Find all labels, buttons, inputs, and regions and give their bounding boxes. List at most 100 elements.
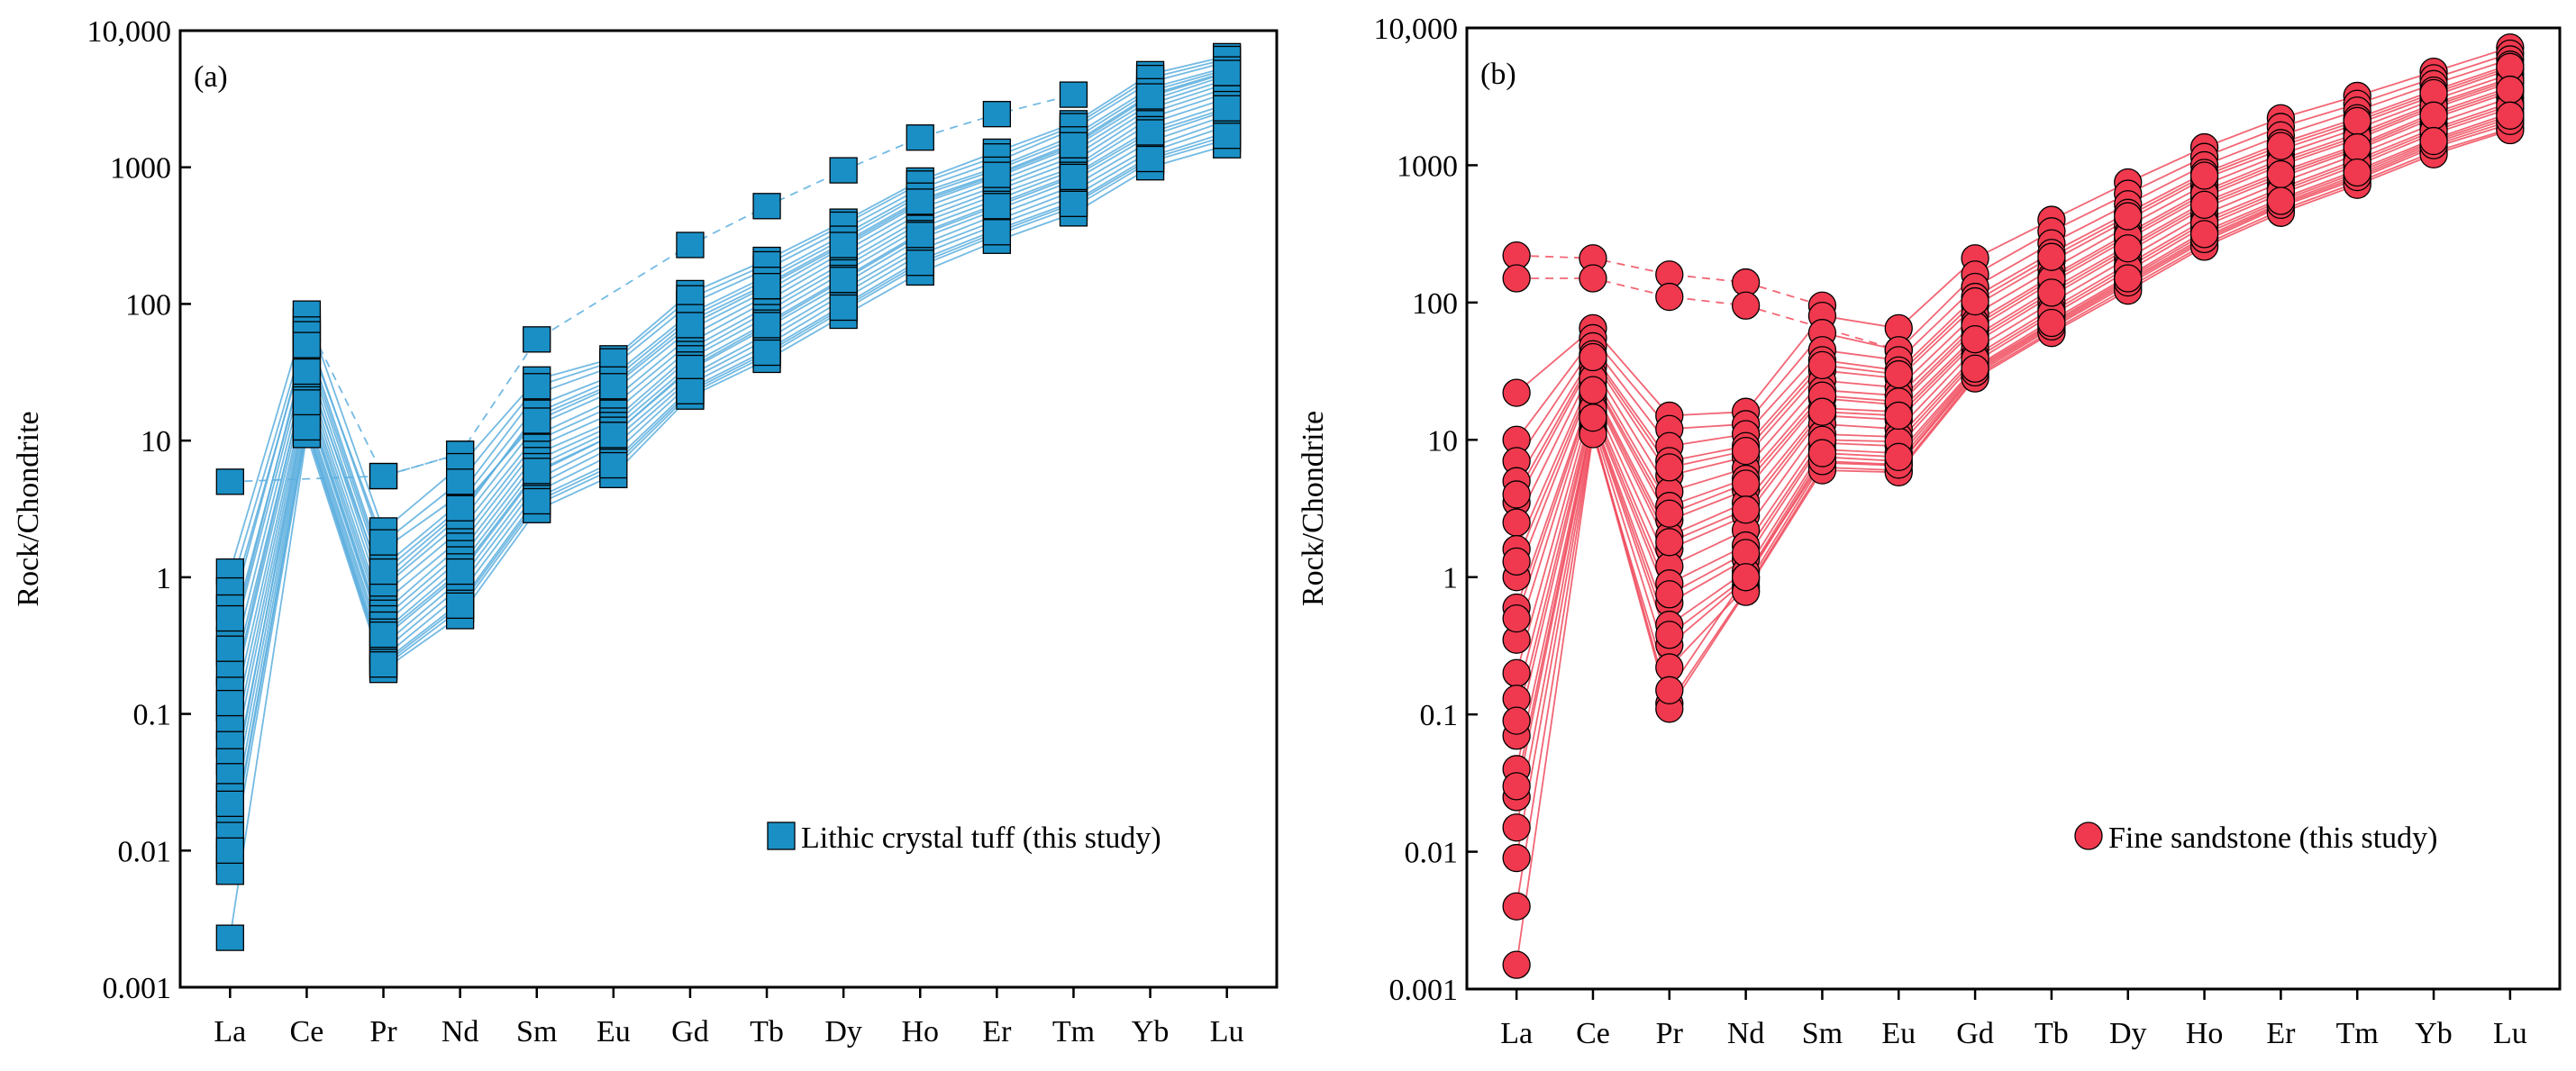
data-point-circle [2266,132,2296,160]
data-point-circle [1655,676,1684,704]
data-point-circle [1502,480,1531,509]
y-tick-label: 0.1 [1420,699,1459,732]
data-point-square [523,487,551,515]
data-point-square [215,790,244,817]
x-tick-label-sm: Sm [1802,1017,1843,1050]
data-point-circle [1655,528,1684,557]
data-point-circle [2114,264,2143,293]
data-point-circle [2037,278,2066,307]
data-point-circle [1655,621,1684,649]
data-point-circle [1655,499,1684,528]
data-point-circle [1502,706,1531,735]
x-tick-label-yb: Yb [1132,1015,1170,1048]
x-tick-label-nd: Nd [441,1015,479,1048]
data-point-circle [1579,264,1607,293]
y-tick-label: 1000 [110,152,171,186]
data-point-square [1059,132,1088,159]
data-point-square [829,267,858,294]
panel-a-label: (a) [194,60,228,94]
x-tick-label-yb: Yb [2415,1017,2453,1050]
y-tick-label: 100 [1412,287,1458,321]
data-point-square [369,529,398,556]
data-point-square [215,924,244,951]
data-point-square [445,468,475,495]
data-point-circle [1884,401,1913,431]
data-point-circle [2419,101,2448,130]
data-point-circle [2037,308,2066,338]
data-point-circle [1579,404,1607,432]
panel-b-series-markers [1502,33,2525,979]
data-point-square [445,558,475,585]
data-point-circle [2419,126,2448,156]
series-line-s19 [229,138,1227,872]
x-tick-label-sm: Sm [516,1015,557,1048]
data-point-square [752,273,781,300]
data-point-circle [1961,354,1989,383]
data-point-square [676,354,705,382]
panel-a-lithic-crystal-tuff: 0.001 0.01 0.1 1 10 100 1000 10,000 La Ce Pr Nd Sm E… [12,15,1279,1048]
data-point-square [1135,119,1165,146]
data-point-square [292,413,322,441]
data-point-circle [2496,75,2525,104]
data-point-circle [1579,342,1607,372]
data-point-square [523,326,551,353]
x-tick-label-la: La [214,1015,246,1048]
x-tick-label-eu: Eu [596,1015,631,1048]
x-tick-label-ce: Ce [1576,1017,1610,1050]
y-tick-label: 0.1 [133,699,172,732]
y-tick-label: 1 [156,562,171,595]
x-tick-label-gd: Gd [671,1015,709,1048]
data-point-square [292,331,322,359]
y-tick-label: 10 [1427,424,1458,458]
data-point-square [369,558,398,585]
panel-b-y-axis-title: Rock/Chondrite [1297,411,1330,606]
data-point-square [1059,190,1088,217]
data-point-circle [2189,190,2219,220]
data-point-square [829,157,858,184]
data-point-square [982,161,1012,188]
data-point-square [215,468,244,495]
data-point-circle [1807,397,1837,426]
data-point-square [292,358,322,386]
data-point-circle [1655,453,1684,482]
series-line-d1 [1516,254,1823,307]
panel-b-legend-label: Fine sandstone (this study) [2108,821,2437,855]
data-point-square [1059,163,1088,191]
data-point-square [523,407,551,434]
y-tick-label: 10,000 [1374,13,1459,46]
panel-b-legend: Fine sandstone (this study) [2074,821,2437,855]
series-line-s18 [229,132,1227,858]
y-tick-label: 1000 [1397,150,1458,183]
data-point-circle [1961,286,1989,316]
data-point-square [523,373,551,400]
data-point-circle [2343,132,2371,162]
data-point-square [445,592,475,620]
data-point-circle [1502,378,1531,407]
data-point-circle [1655,580,1684,609]
x-tick-label-eu: Eu [1881,1017,1916,1050]
data-point-circle [1502,604,1531,633]
x-tick-label-dy: Dy [824,1015,862,1048]
data-point-circle [1731,495,1761,524]
data-point-circle [2114,202,2143,231]
data-point-circle [1731,539,1761,567]
data-point-circle [1884,359,1913,389]
data-point-square [1135,145,1165,173]
x-tick-label-la: La [1500,1017,1533,1050]
panel-a-series-markers [215,42,1242,951]
data-point-circle [1579,376,1607,404]
panel-a-y-axis: 0.001 0.01 0.1 1 10 100 1000 10,000 [87,15,191,1005]
data-point-circle [2343,106,2371,135]
data-point-square [369,462,398,490]
panel-b-legend-circle-marker [2074,821,2103,850]
x-tick-label-pr: Pr [369,1015,397,1048]
data-point-circle [1807,439,1837,467]
data-point-square [215,689,244,717]
data-point-square [215,635,244,662]
panel-a-plot-frame [178,29,1279,989]
x-tick-label-lu: Lu [2493,1017,2527,1050]
y-tick-label: 10 [141,425,171,458]
data-point-circle [2266,159,2296,189]
data-point-square [752,312,781,339]
data-point-circle [1502,508,1531,537]
